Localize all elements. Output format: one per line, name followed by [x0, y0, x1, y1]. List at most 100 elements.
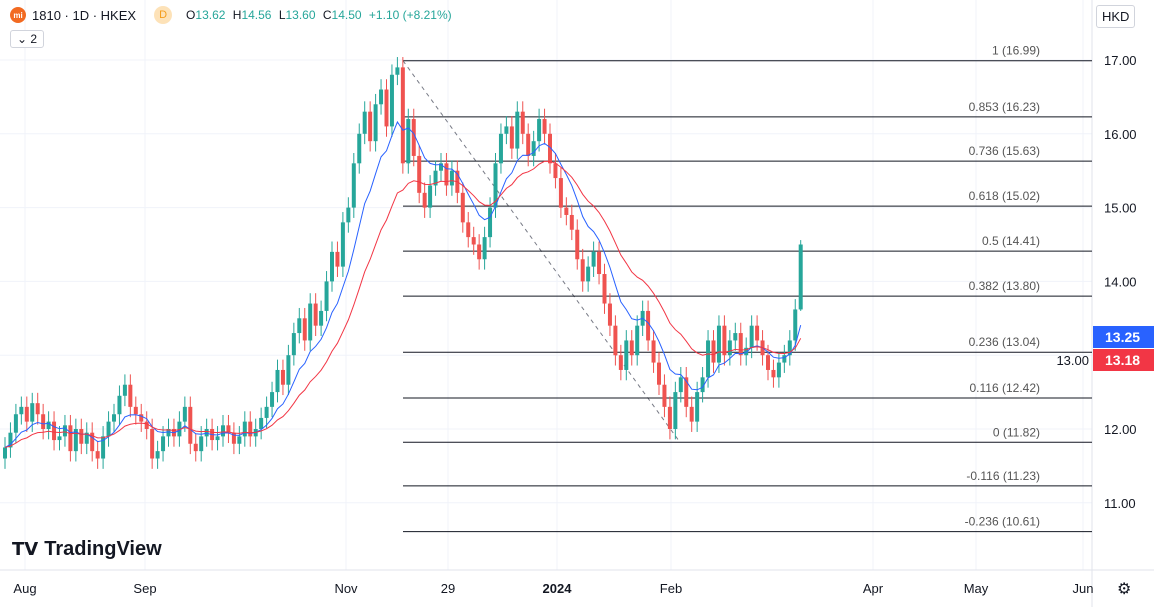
candle — [3, 447, 7, 459]
candle — [406, 119, 411, 164]
candle — [504, 126, 509, 134]
candle — [460, 192, 465, 223]
price-tick-label: 13.00 — [1056, 353, 1089, 368]
candle — [624, 340, 629, 370]
candle — [558, 178, 563, 208]
candle — [313, 303, 318, 326]
candle — [520, 111, 525, 134]
candle — [161, 436, 166, 452]
candle — [667, 406, 672, 429]
time-tick-label: Sep — [133, 581, 156, 596]
candle — [242, 421, 247, 437]
candle — [270, 392, 275, 407]
candle — [553, 163, 558, 179]
candle — [526, 133, 531, 156]
candle — [766, 355, 770, 370]
fib-level-label: -0.236 (10.61) — [965, 515, 1040, 529]
candle — [738, 333, 743, 356]
candle — [597, 251, 602, 275]
candle — [607, 303, 612, 326]
candle — [471, 237, 476, 245]
candle — [41, 414, 46, 429]
high-value: 14.56 — [241, 8, 272, 22]
candle — [400, 67, 405, 164]
candle — [182, 406, 187, 422]
candle — [755, 325, 760, 341]
candle — [30, 403, 35, 422]
candle — [351, 163, 356, 208]
candle — [531, 141, 536, 156]
indicators-collapse-button[interactable]: ⌄ 2 — [10, 30, 45, 48]
candle — [635, 325, 640, 356]
candle — [586, 266, 591, 282]
candle — [62, 425, 67, 437]
candle — [695, 392, 700, 422]
settings-gear-icon[interactable]: ⚙ — [1117, 581, 1132, 598]
candle — [722, 325, 727, 356]
candle — [673, 392, 678, 429]
candle — [646, 310, 651, 341]
ma-slow-price-tag: 13.18 — [1105, 352, 1140, 368]
candle — [231, 432, 236, 444]
candle — [466, 222, 471, 238]
candle — [449, 170, 454, 186]
candle — [798, 244, 803, 310]
candle — [629, 340, 634, 356]
time-tick-label: Feb — [660, 581, 682, 596]
price-tick-label: 17.00 — [1104, 53, 1137, 68]
candle — [651, 340, 656, 363]
candle — [439, 163, 443, 171]
time-tick-label: 29 — [441, 581, 455, 596]
time-tick-label: May — [964, 581, 989, 596]
candle — [221, 425, 225, 437]
tradingview-watermark: 𝗧𝗩 TradingView — [12, 538, 162, 560]
candle — [199, 436, 204, 452]
price-tick-label: 15.00 — [1104, 201, 1137, 216]
candle — [90, 432, 95, 452]
close-value: 14.50 — [331, 8, 362, 22]
fib-level-label: 0.618 (15.02) — [969, 189, 1040, 203]
candle — [700, 377, 705, 393]
time-tick-label: 2024 — [543, 581, 573, 596]
candle — [106, 421, 111, 437]
candle — [264, 406, 269, 418]
candle — [144, 421, 149, 429]
candle — [324, 281, 329, 311]
candle — [689, 406, 694, 422]
candle — [52, 421, 57, 441]
candle — [166, 429, 171, 437]
candle — [275, 369, 280, 393]
candle — [308, 303, 313, 341]
candle — [749, 325, 754, 348]
candle — [330, 251, 334, 282]
candle — [711, 340, 716, 363]
candle — [662, 384, 667, 407]
symbol-label[interactable]: 1810 · 1D · HKEX — [32, 7, 137, 23]
candle — [35, 403, 40, 415]
price-tick-label: 11.00 — [1104, 496, 1136, 511]
candle — [678, 377, 683, 393]
candle — [515, 111, 520, 149]
ma-fast-price-tag-bg — [1093, 326, 1154, 348]
candle — [237, 436, 242, 444]
candle — [482, 237, 487, 260]
candle — [95, 451, 100, 459]
currency-button[interactable]: HKD — [1096, 5, 1136, 28]
candle — [150, 429, 155, 459]
candle — [68, 425, 73, 452]
delayed-badge[interactable]: D — [154, 6, 173, 24]
candle — [280, 369, 285, 385]
fib-level-label: 0.5 (14.41) — [982, 234, 1040, 248]
candle — [319, 310, 324, 326]
candle — [13, 414, 18, 433]
candle — [362, 111, 367, 134]
candle — [101, 436, 106, 459]
ma-fast-price-tag: 13.25 — [1105, 329, 1140, 345]
candle — [395, 67, 400, 75]
candle — [291, 333, 296, 356]
candle — [733, 333, 738, 341]
candle — [422, 192, 427, 208]
candle — [684, 377, 689, 407]
candle — [411, 119, 416, 156]
